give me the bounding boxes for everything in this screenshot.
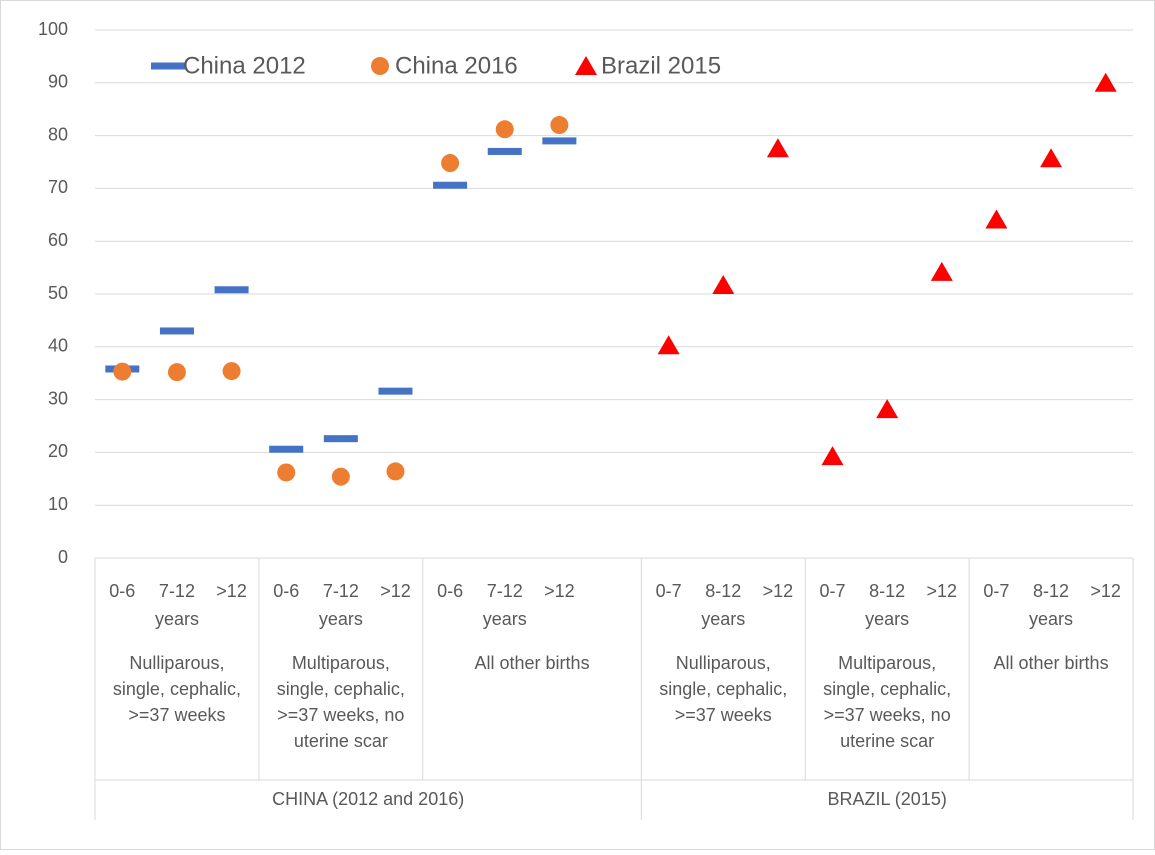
subgroup-label: >=37 weeks, no xyxy=(824,705,951,725)
circle-marker xyxy=(331,467,350,486)
x-tick-label: >12 xyxy=(1090,581,1121,601)
x-tick-label: 8-12 xyxy=(705,581,741,601)
subgroup-label: uterine scar xyxy=(294,731,388,751)
subgroup-label: single, cephalic, xyxy=(659,679,787,699)
subgroup-label: >=37 weeks xyxy=(128,705,225,725)
dash-marker xyxy=(487,147,522,155)
x-tick-label: >12 xyxy=(927,581,958,601)
legend-label: China 2012 xyxy=(183,52,306,79)
x-tick-label: 0-6 xyxy=(273,581,299,601)
x-unit-label: years xyxy=(701,609,745,629)
x-unit-label: years xyxy=(155,609,199,629)
x-tick-label: 0-7 xyxy=(983,581,1009,601)
subgroup-label: >=37 weeks xyxy=(675,705,772,725)
subgroup-label: Nulliparous, xyxy=(129,653,224,673)
y-tick-label: 80 xyxy=(48,124,68,144)
dash-marker xyxy=(269,445,304,453)
x-tick-label: 0-6 xyxy=(109,581,135,601)
subgroup-label: Nulliparous, xyxy=(676,653,771,673)
x-tick-label: 7-12 xyxy=(159,581,195,601)
y-tick-label: 10 xyxy=(48,494,68,514)
triangle-marker xyxy=(985,209,1008,229)
group-label: BRAZIL (2015) xyxy=(827,789,946,809)
y-tick-label: 90 xyxy=(48,72,68,92)
y-tick-label: 40 xyxy=(48,336,68,356)
y-tick-label: 50 xyxy=(48,283,68,303)
y-tick-label: 30 xyxy=(48,388,68,408)
triangle-marker xyxy=(1040,148,1063,168)
group-label: CHINA (2012 and 2016) xyxy=(272,789,464,809)
triangle-marker xyxy=(930,261,953,281)
dash-marker xyxy=(323,435,358,443)
x-tick-label: 7-12 xyxy=(323,581,359,601)
x-tick-label: >12 xyxy=(544,581,575,601)
y-tick-label: 20 xyxy=(48,441,68,461)
circle-marker xyxy=(167,363,186,382)
subgroup-label: single, cephalic, xyxy=(113,679,241,699)
x-tick-label: >12 xyxy=(763,581,794,601)
subgroup-label: Multiparous, xyxy=(292,653,390,673)
subgroup-label: single, cephalic, xyxy=(277,679,405,699)
triangle-marker xyxy=(712,275,735,295)
circle-marker xyxy=(113,362,132,381)
triangle-marker xyxy=(766,138,789,158)
x-unit-label: years xyxy=(1029,609,1073,629)
dash-marker xyxy=(159,327,194,335)
subgroup-label: >=37 weeks, no xyxy=(277,705,404,725)
y-tick-label: 0 xyxy=(58,547,68,567)
x-tick-label: 7-12 xyxy=(487,581,523,601)
y-tick-label: 100 xyxy=(38,19,68,39)
subgroup-label: uterine scar xyxy=(840,731,934,751)
circle-marker xyxy=(371,57,389,75)
dash-marker xyxy=(151,62,185,70)
x-tick-label: >12 xyxy=(216,581,247,601)
x-tick-label: >12 xyxy=(380,581,411,601)
circle-marker xyxy=(441,154,460,173)
y-tick-label: 60 xyxy=(48,230,68,250)
x-unit-label: years xyxy=(319,609,363,629)
x-unit-label: years xyxy=(865,609,909,629)
dash-marker xyxy=(214,286,249,294)
circle-marker xyxy=(550,116,569,135)
dash-marker xyxy=(378,387,413,395)
subgroup-label: All other births xyxy=(475,653,590,673)
triangle-marker xyxy=(1094,72,1117,92)
y-tick-label: 70 xyxy=(48,177,68,197)
dash-marker xyxy=(542,137,577,145)
circle-marker xyxy=(495,120,514,139)
x-tick-label: 0-6 xyxy=(437,581,463,601)
triangle-marker xyxy=(821,446,844,466)
subgroup-label: single, cephalic, xyxy=(823,679,951,699)
legend-label: China 2016 xyxy=(395,52,518,79)
triangle-marker xyxy=(876,399,899,419)
triangle-marker xyxy=(657,335,680,355)
circle-marker xyxy=(222,362,241,381)
triangle-marker xyxy=(575,56,597,75)
subgroup-label: All other births xyxy=(994,653,1109,673)
dash-marker xyxy=(433,181,468,189)
circle-marker xyxy=(386,462,405,481)
x-unit-label: years xyxy=(483,609,527,629)
x-tick-label: 0-7 xyxy=(820,581,846,601)
x-tick-label: 8-12 xyxy=(869,581,905,601)
subgroup-label: Multiparous, xyxy=(838,653,936,673)
x-tick-label: 8-12 xyxy=(1033,581,1069,601)
legend-label: Brazil 2015 xyxy=(601,52,721,79)
x-tick-label: 0-7 xyxy=(656,581,682,601)
circle-marker xyxy=(277,463,296,482)
